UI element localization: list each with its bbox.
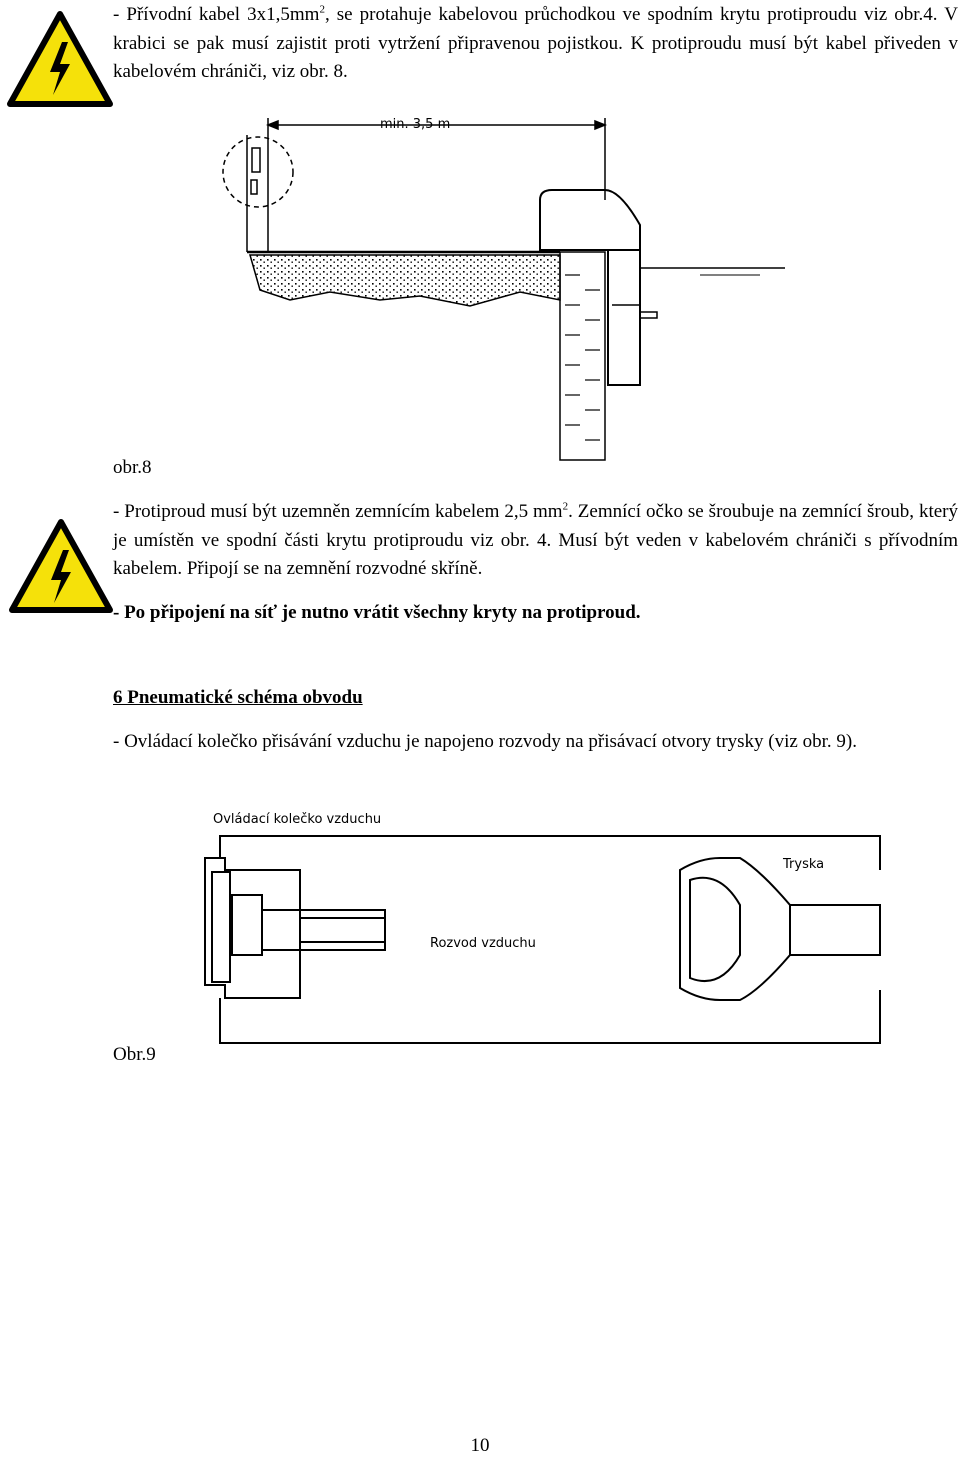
- figure-9: [204, 835, 881, 1044]
- warning-icon: [9, 519, 113, 613]
- warning-icon: [7, 11, 113, 107]
- dimension-label: min. 3,5 m: [380, 117, 450, 132]
- paragraph: - Přívodní kabel 3x1,5mm2, se protahuje …: [113, 1, 958, 87]
- figure-label: Tryska: [782, 857, 824, 872]
- paragraph: - Protiproud musí být uzemněn zemnícím k…: [113, 498, 958, 584]
- caption: obr.8: [113, 457, 152, 478]
- text: . Zemnící očko se šroubuje na zemnící šr…: [113, 501, 958, 579]
- caption: Obr.9: [113, 1044, 156, 1065]
- page-number: 10: [470, 1435, 490, 1456]
- figure-8: [222, 118, 785, 461]
- superscript: 2: [562, 500, 569, 513]
- text: - Protiproud musí být uzemněn zemnícím k…: [113, 501, 563, 522]
- figure-label: Rozvod vzduchu: [430, 936, 536, 951]
- warning-text: - Po připojení na síť je nutno vrátit vš…: [113, 602, 641, 623]
- section-heading: 6 Pneumatické schéma obvodu: [113, 687, 363, 708]
- figure-label: Ovládací kolečko vzduchu: [213, 812, 381, 827]
- paragraph: - Ovládací kolečko přisávání vzduchu je …: [113, 731, 857, 752]
- text: - Přívodní kabel 3x1,5mm: [113, 4, 320, 25]
- superscript: 2: [319, 3, 325, 16]
- text: , se protahuje kabelovou průchodkou ve s…: [113, 4, 958, 82]
